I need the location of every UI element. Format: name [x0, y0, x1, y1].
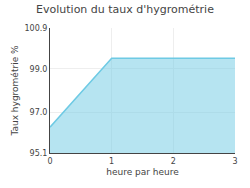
svg-text:heure par heure: heure par heure	[106, 167, 179, 177]
svg-text:0: 0	[47, 157, 52, 166]
svg-text:3: 3	[232, 157, 237, 166]
svg-text:Evolution du taux d'hygrométri: Evolution du taux d'hygrométrie	[36, 3, 214, 16]
svg-text:Taux hygrométrie %: Taux hygrométrie %	[10, 45, 20, 137]
svg-text:99.0: 99.0	[30, 65, 48, 74]
svg-text:2: 2	[171, 157, 176, 166]
svg-text:95.1: 95.1	[30, 149, 48, 158]
svg-text:100.9: 100.9	[24, 24, 47, 33]
svg-text:1: 1	[109, 157, 114, 166]
svg-text:97.0: 97.0	[30, 108, 48, 117]
